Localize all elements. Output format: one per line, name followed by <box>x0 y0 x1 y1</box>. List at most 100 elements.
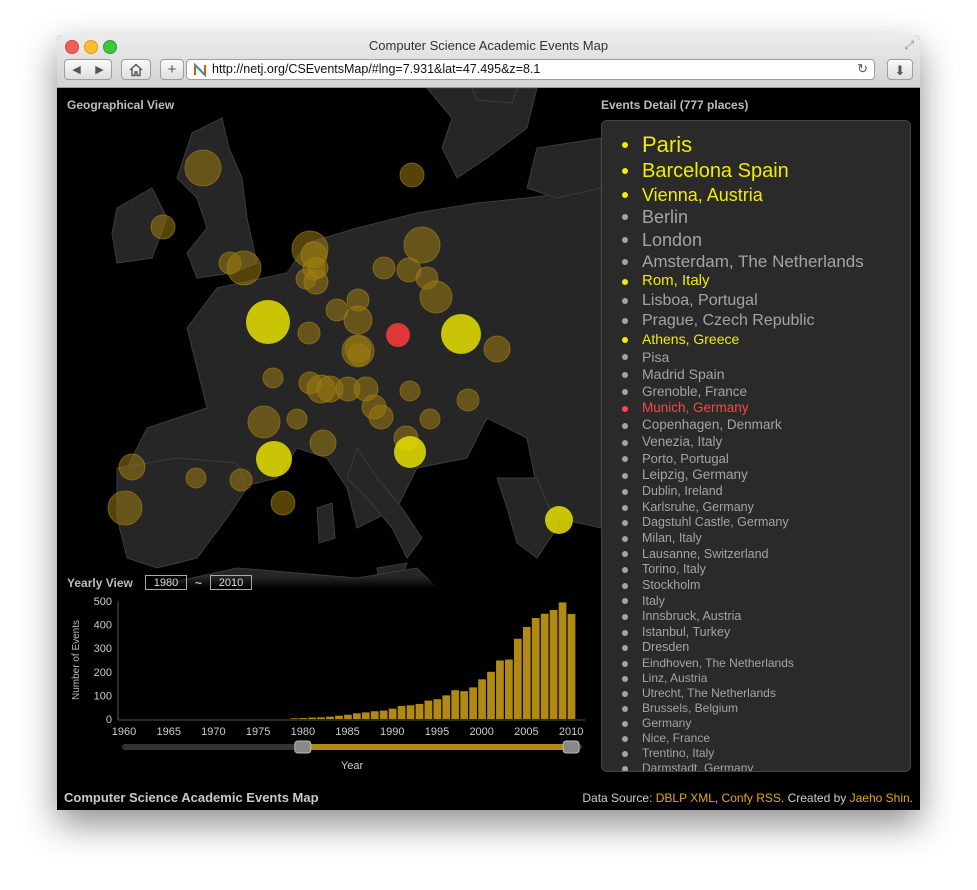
event-list-item[interactable]: Athens, Greece <box>622 331 910 349</box>
event-list-item[interactable]: Barcelona Spain <box>622 159 910 184</box>
event-circle[interactable] <box>419 280 453 314</box>
event-list-item[interactable]: Berlin <box>622 206 910 229</box>
event-list-item[interactable]: Madrid Spain <box>622 366 910 384</box>
event-list-item[interactable]: Paris <box>622 131 910 159</box>
event-list-item[interactable]: Innsbruck, Austria <box>622 609 910 625</box>
event-list-item[interactable]: Stockholm <box>622 578 910 594</box>
address-bar[interactable]: http://netj.org/CSEventsMap/#lng=7.931&l… <box>186 59 875 80</box>
downloads-button[interactable]: ⬇ <box>887 59 913 80</box>
add-bookmark-button[interactable]: + <box>160 59 184 80</box>
event-circle[interactable] <box>361 394 387 420</box>
event-list-item[interactable]: Utrecht, The Netherlands <box>622 686 910 701</box>
event-list-item[interactable]: Karlsruhe, Germany <box>622 500 910 516</box>
author-link[interactable]: Jaeho Shin <box>849 791 910 805</box>
event-circle[interactable] <box>419 408 441 430</box>
forward-icon[interactable]: ▶ <box>95 64 104 76</box>
event-circle[interactable] <box>335 376 361 402</box>
event-circle[interactable] <box>394 436 426 468</box>
zoom-window-button[interactable] <box>103 40 117 54</box>
url-text[interactable]: http://netj.org/CSEventsMap/#lng=7.931&l… <box>212 62 541 76</box>
event-list-item[interactable]: Vienna, Austria <box>622 184 910 207</box>
event-circle[interactable] <box>309 429 337 457</box>
event-list-item[interactable]: Linz, Austria <box>622 671 910 686</box>
event-circles[interactable] <box>107 149 573 534</box>
home-button[interactable] <box>121 59 151 80</box>
event-circle[interactable] <box>286 408 308 430</box>
fullscreen-icon[interactable]: ⤢ <box>904 38 914 52</box>
event-circle[interactable] <box>343 305 373 335</box>
event-circle[interactable] <box>246 300 290 344</box>
dblp-link[interactable]: DBLP XML <box>655 791 715 805</box>
year-bar <box>344 714 352 719</box>
event-circle[interactable] <box>306 374 336 404</box>
event-list-item[interactable]: Istanbul, Turkey <box>622 625 910 641</box>
x-axis-label: Year <box>341 760 364 772</box>
event-list-item[interactable]: Darmstadt, Germany <box>622 761 910 771</box>
event-circle[interactable] <box>247 405 281 439</box>
event-list-item[interactable]: London <box>622 229 910 252</box>
year-bar <box>379 710 388 719</box>
page-content: Geographical View Events Detail (777 pla… <box>57 88 920 810</box>
close-window-button[interactable] <box>65 40 79 54</box>
reload-icon[interactable]: ↻ <box>857 61 868 76</box>
event-list-item[interactable]: Dagstuhl Castle, Germany <box>622 515 910 531</box>
event-list-item[interactable]: Lausanne, Switzerland <box>622 547 910 563</box>
year-bar <box>558 602 567 719</box>
event-list-item[interactable]: Grenoble, France <box>622 384 910 401</box>
event-list-item[interactable]: Lisboa, Portugal <box>622 291 910 311</box>
event-circle[interactable] <box>118 453 146 481</box>
event-list-item[interactable]: Leipzig, Germany <box>622 467 910 484</box>
event-list-item[interactable]: Munich, Germany <box>622 400 910 417</box>
event-list-item[interactable]: Porto, Portugal <box>622 451 910 467</box>
event-list-item[interactable]: Venezia, Italy <box>622 434 910 451</box>
year-bar <box>567 613 576 719</box>
year-bar <box>469 687 477 719</box>
year-bar <box>460 691 469 719</box>
europe-map[interactable] <box>57 88 601 588</box>
event-circle[interactable] <box>184 149 222 187</box>
confy-link[interactable]: Confy RSS <box>721 791 781 805</box>
event-circle[interactable] <box>256 441 292 477</box>
range-start-handle[interactable] <box>294 740 312 754</box>
event-list-item[interactable]: Copenhagen, Denmark <box>622 417 910 434</box>
event-circle[interactable] <box>372 256 396 280</box>
events-detail-panel[interactable]: Paris Barcelona Spain Vienna, Austria Berli… <box>601 120 911 772</box>
year-to-field[interactable]: 2010 <box>210 575 252 590</box>
event-list-item[interactable]: Germany <box>622 716 910 731</box>
event-circle[interactable] <box>150 214 176 240</box>
event-list-item[interactable]: Eindhoven, The Netherlands <box>622 656 910 671</box>
event-circle[interactable] <box>441 314 481 354</box>
event-list-item[interactable]: Trentino, Italy <box>622 746 910 761</box>
event-circle[interactable] <box>303 269 329 295</box>
event-list-item[interactable]: Brussels, Belgium <box>622 701 910 716</box>
event-circle[interactable] <box>403 226 441 264</box>
event-list-item[interactable]: Dublin, Ireland <box>622 484 910 500</box>
event-list-item[interactable]: Dresden <box>622 640 910 656</box>
event-list-item[interactable]: Nice, France <box>622 731 910 746</box>
event-list-item[interactable]: Italy <box>622 594 910 610</box>
event-circle[interactable] <box>229 468 253 492</box>
back-icon[interactable]: ◀ <box>72 64 81 76</box>
event-circle[interactable] <box>262 367 284 389</box>
event-list-item[interactable]: Amsterdam, The Netherlands <box>622 251 910 272</box>
event-circle[interactable] <box>226 250 262 286</box>
year-from-field[interactable]: 1980 <box>145 575 187 590</box>
event-circle[interactable] <box>483 335 511 363</box>
event-circle[interactable] <box>386 323 410 347</box>
event-list-item[interactable]: Milan, Italy <box>622 531 910 547</box>
year-bar <box>522 626 531 719</box>
event-circle[interactable] <box>399 162 425 188</box>
event-list-item[interactable]: Prague, Czech Republic <box>622 311 910 331</box>
event-list-item[interactable]: Rom, Italy <box>622 272 910 291</box>
event-circle[interactable] <box>341 334 375 368</box>
event-circle[interactable] <box>399 380 421 402</box>
events-detail-label: Events Detail (777 places) <box>601 98 749 112</box>
year-bar <box>478 679 486 719</box>
range-end-handle[interactable] <box>562 740 580 754</box>
minimize-window-button[interactable] <box>84 40 98 54</box>
event-list-item[interactable]: Torino, Italy <box>622 562 910 578</box>
event-circle[interactable] <box>456 388 480 412</box>
event-circle[interactable] <box>185 467 207 489</box>
event-circle[interactable] <box>297 321 321 345</box>
event-list-item[interactable]: Pisa <box>622 349 910 367</box>
